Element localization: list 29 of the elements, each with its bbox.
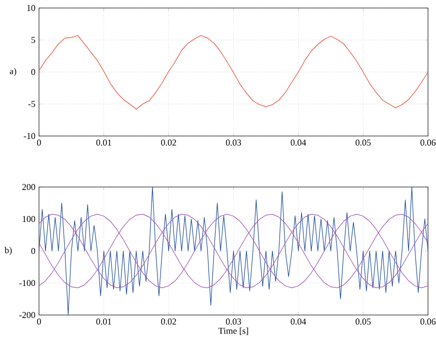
y-tick-label: 200 [22,184,36,190]
y-tick-label: 10 [27,4,36,12]
y-axis-title: a) [10,68,16,76]
y-tick-label: 0 [31,248,36,254]
x-tick-label: 0.06 [420,140,436,146]
x-tick-label: 0 [37,318,41,325]
x-tick-label: 0.01 [96,140,112,146]
y-axis-title: b) [4,246,12,256]
x-tick-label: 0.03 [226,318,242,325]
x-tick-label: 0.05 [356,140,371,146]
x-tick-label: 0.01 [96,318,112,325]
y-tick-label: 5 [31,37,36,43]
y-tick-label: -100 [19,280,36,286]
y-tick-label: -5 [28,101,36,107]
x-tick-label: 0 [37,140,41,146]
x-tick-label: 0.04 [290,318,306,325]
line-series [39,187,428,315]
x-tick-label: 0.02 [161,140,176,146]
x-tick-label: 0.02 [161,318,176,325]
y-tick-label: 100 [22,216,36,222]
x-axis-title: Time [s] [218,328,248,335]
x-tick-label: 0.03 [226,140,242,146]
line-series [39,214,428,288]
x-tick-label: 0.04 [290,140,306,146]
x-tick-label: 0.06 [420,318,436,325]
x-tick-label: 0.05 [356,318,371,325]
y-tick-label: 0 [31,68,36,76]
y-tick-label: -200 [19,312,36,318]
y-tick-label: -10 [24,132,36,140]
